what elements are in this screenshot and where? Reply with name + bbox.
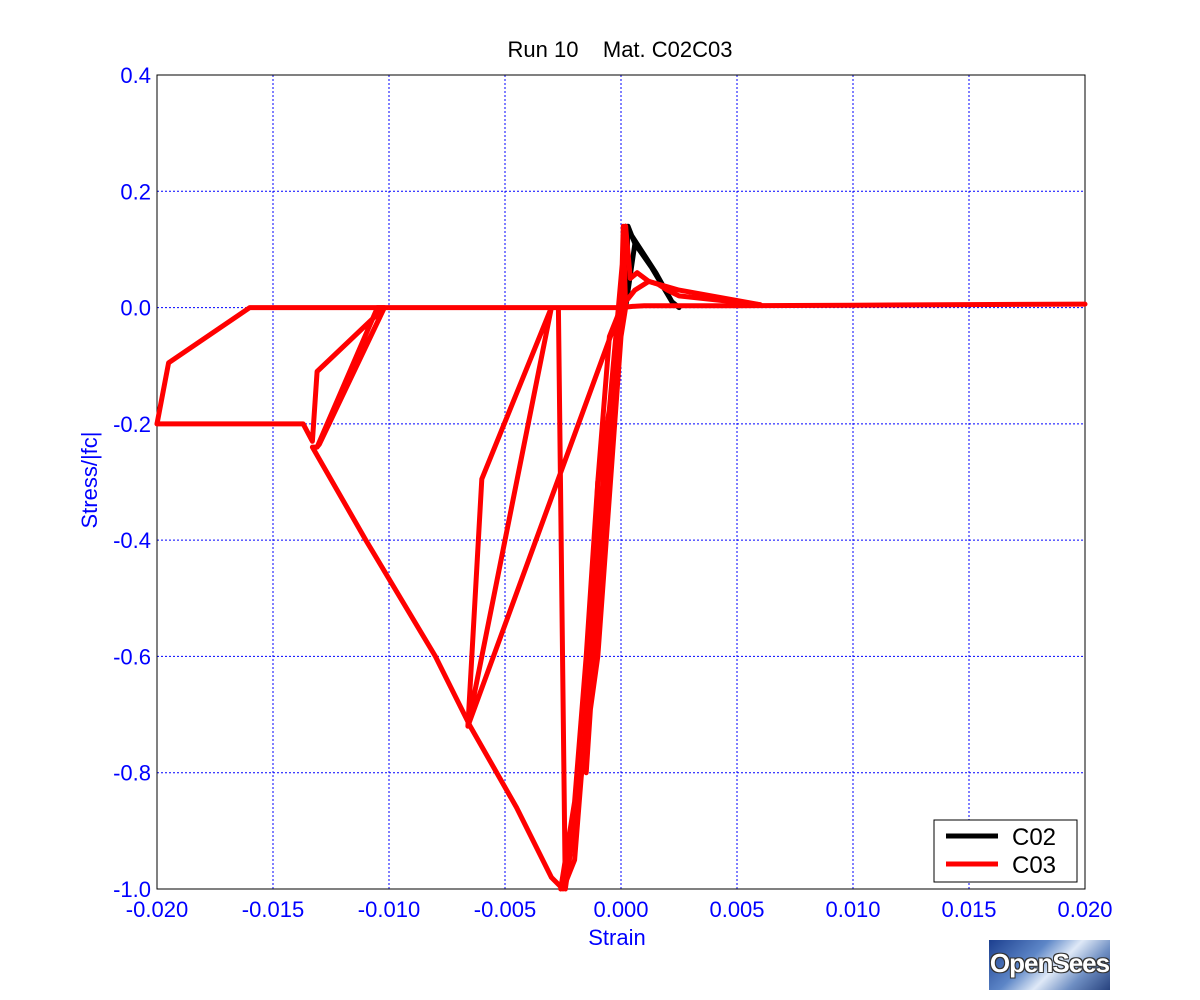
legend: C02 C03 [933,819,1078,883]
x-tick-label: -0.005 [474,897,536,922]
plot-frame [156,74,1086,890]
x-tick-label: 0.005 [709,897,764,922]
y-axis-label: Stress/|fc| [77,431,102,528]
logo-text: OpenSees [989,948,1110,978]
series-line-c03-segment [618,223,763,311]
x-tick-labels: -0.020 -0.015 -0.010 -0.005 0.000 0.005 0.010 0… [126,897,1113,922]
x-tick-label: 0.000 [593,897,648,922]
series-line-c03-segment [618,278,763,311]
y-tick-labels: 0.4 0.2 0.0 -0.2 -0.4 -0.6 -0.8 -1.0 [113,63,151,902]
x-tick-label: 0.010 [825,897,880,922]
x-tick-label: -0.015 [242,897,304,922]
series-line-c03-segment [154,223,629,892]
chart-title: Run 10 Mat. C02C03 [507,37,732,62]
y-tick-label: 0.0 [120,296,151,321]
series-layer [154,223,1088,892]
y-tick-label: -0.6 [113,644,151,669]
y-tick-label: -0.4 [113,528,151,553]
x-tick-label: -0.020 [126,897,188,922]
x-tick-label: 0.015 [941,897,996,922]
series-line-c03 [154,301,1088,892]
y-tick-label: -1.0 [113,877,151,902]
x-tick-label: -0.010 [358,897,420,922]
y-tick-label: -0.2 [113,412,151,437]
y-tick-label: -0.8 [113,761,151,786]
x-tick-label: 0.020 [1057,897,1112,922]
legend-label-c03: C03 [1012,852,1056,879]
legend-box [933,819,1078,883]
legend-label-c02: C02 [1012,824,1056,851]
y-tick-label: 0.4 [120,63,151,88]
series-line-c02 [618,223,682,311]
opensees-logo: OpenSees [989,940,1110,990]
x-axis-label: Strain [588,925,645,950]
y-tick-label: 0.2 [120,179,151,204]
grid-lines [157,75,1085,889]
